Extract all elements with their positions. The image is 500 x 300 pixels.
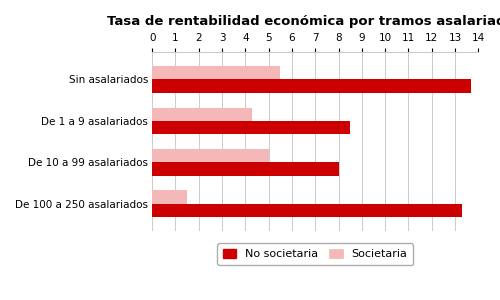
- Bar: [152, 162, 338, 176]
- Bar: [152, 66, 280, 79]
- Bar: [152, 204, 462, 217]
- Bar: [152, 190, 187, 204]
- Legend: No societaria, Societaria: No societaria, Societaria: [218, 243, 413, 265]
- Bar: [152, 149, 268, 162]
- Bar: [152, 107, 252, 121]
- Title: Tasa de rentabilidad económica por tramos asalariados: Tasa de rentabilidad económica por tramo…: [108, 15, 500, 28]
- Bar: [152, 79, 472, 93]
- Bar: [152, 121, 350, 134]
